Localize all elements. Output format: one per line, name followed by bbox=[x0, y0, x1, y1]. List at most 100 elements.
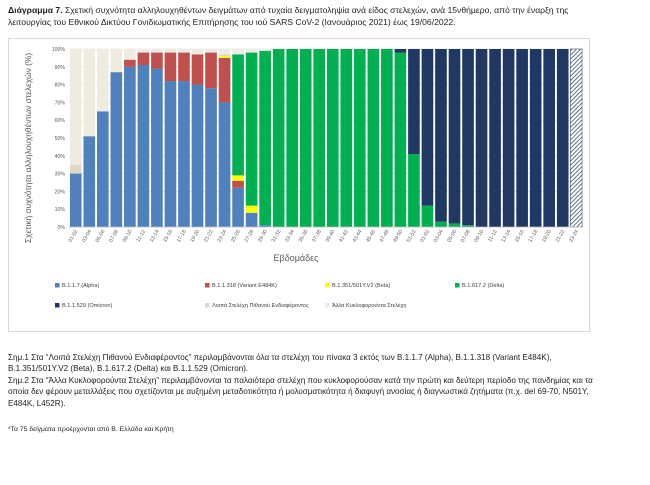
legend-swatch bbox=[55, 283, 60, 288]
bar-segment bbox=[259, 49, 271, 51]
y-axis-title: Σχετική συχνότητα αλληλουχηθέντων στελεχ… bbox=[23, 53, 33, 243]
bar-segment bbox=[475, 49, 488, 227]
legend-label: B.1.351/501Y.V2 (Beta) bbox=[332, 283, 390, 289]
bar-segment bbox=[191, 49, 204, 55]
bar-segment bbox=[502, 49, 515, 227]
x-axis-title: Εβδομάδες bbox=[274, 253, 320, 263]
y-tick-label: 80% bbox=[55, 83, 66, 89]
bar-segment bbox=[218, 49, 231, 55]
x-tick-label: 09-10 bbox=[122, 229, 134, 244]
legend-swatch bbox=[55, 303, 60, 308]
bar-segment bbox=[286, 49, 299, 227]
bar-segment bbox=[394, 49, 407, 53]
x-tick-label: 05-06 bbox=[446, 229, 458, 244]
bar-segment bbox=[448, 49, 461, 224]
note-1: Σημ.1 Στα “Λοιπά Στελέχη Πιθανού Ενδιαφέ… bbox=[8, 353, 552, 374]
x-tick-label: 21-22 bbox=[555, 229, 567, 244]
bar-segment bbox=[408, 49, 420, 155]
x-tick-label: 27-28 bbox=[244, 229, 256, 244]
bar-segment bbox=[232, 175, 244, 181]
x-tick-label: 13-14 bbox=[149, 229, 161, 244]
bar-segment bbox=[218, 57, 231, 103]
bar-segment bbox=[83, 136, 96, 227]
bar-segment bbox=[191, 54, 204, 85]
bar-segment bbox=[448, 223, 461, 227]
legend-swatch bbox=[455, 283, 460, 288]
x-tick-label: 03-04 bbox=[433, 229, 445, 244]
bar-segment bbox=[232, 54, 244, 176]
bar-segment bbox=[299, 49, 312, 227]
x-tick-label: 19-20 bbox=[541, 229, 553, 244]
x-tick-label: 07-08 bbox=[108, 229, 120, 244]
x-tick-label: 51-52 bbox=[406, 229, 418, 244]
bar-segment bbox=[259, 225, 271, 227]
x-tick-label: 19-20 bbox=[189, 229, 201, 244]
x-tick-label: 29-30 bbox=[257, 229, 269, 244]
note-2: Σημ.2 Στα “Άλλα Κυκλοφορούντα Στελέχη” π… bbox=[8, 375, 593, 408]
bar-segment bbox=[529, 49, 542, 227]
x-tick-label: 11-12 bbox=[135, 229, 147, 243]
y-tick-label: 10% bbox=[55, 207, 66, 213]
bar-segment bbox=[83, 49, 96, 137]
bar-segment bbox=[462, 225, 474, 227]
x-tick-label: 03-04 bbox=[81, 229, 93, 244]
bar-segment bbox=[245, 52, 258, 206]
bar-segment bbox=[137, 65, 150, 227]
bar-segment bbox=[124, 59, 136, 67]
bar-segment bbox=[218, 102, 231, 227]
bar-segment bbox=[232, 49, 244, 55]
bar-segment bbox=[326, 49, 339, 227]
legend-label: Λοιπά Στελέχη Πιθανού Ενδιαφέροντος bbox=[212, 302, 309, 309]
legend-label: Άλλα Κυκλοφορούντα Στελέχη bbox=[332, 302, 406, 309]
bar-segment bbox=[218, 54, 231, 57]
bar-segment bbox=[164, 52, 177, 82]
x-tick-label: 39-40 bbox=[325, 229, 337, 244]
chart-frame: 0% 10% 20% 30% 40% 50% 60% 70% 80% 90% 100% 01-02 03… bbox=[8, 38, 590, 332]
x-tick-label: 17-18 bbox=[528, 229, 540, 244]
legend-swatch bbox=[205, 283, 210, 288]
bar-segment bbox=[96, 111, 109, 227]
y-tick-label: 100% bbox=[52, 47, 66, 53]
bar-segment bbox=[245, 49, 258, 53]
figure-caption: Διάγραμμα 7. Σχετική συχνότητα αλληλουχη… bbox=[8, 5, 608, 28]
notes: Σημ.1 Στα “Λοιπά Στελέχη Πιθανού Ενδιαφέ… bbox=[8, 352, 598, 409]
bar-segment bbox=[394, 52, 407, 228]
x-tick-label: 11-12 bbox=[487, 229, 499, 243]
bar-segment bbox=[137, 52, 150, 66]
bar-segment bbox=[232, 180, 244, 188]
x-tick-label: 23-24 bbox=[568, 229, 580, 244]
x-tick-label: 09-10 bbox=[473, 229, 485, 244]
bar-segment bbox=[435, 49, 447, 222]
bar-segment bbox=[313, 49, 326, 227]
legend-swatch bbox=[325, 283, 330, 288]
x-tick-label: 07-08 bbox=[460, 229, 472, 244]
bar-segment bbox=[69, 164, 82, 174]
bar-segment bbox=[110, 49, 123, 73]
legend-label: B.1.1.7 (Alpha) bbox=[62, 283, 99, 289]
x-tick-label: 37-38 bbox=[311, 229, 323, 244]
bar-segment bbox=[516, 49, 528, 227]
bar-segment bbox=[164, 81, 177, 227]
bar-segment bbox=[151, 52, 163, 69]
bar-segment bbox=[137, 49, 150, 53]
footnote: *Τα 75 δείγματα προέρχονται από Β. Ελλάδ… bbox=[8, 426, 174, 433]
bar-segment bbox=[543, 49, 556, 227]
bar-segment bbox=[435, 221, 447, 227]
legend-label: B.1.1.529 (Omicron) bbox=[62, 303, 113, 309]
legend-swatch bbox=[325, 303, 330, 308]
y-tick-label: 60% bbox=[55, 118, 66, 124]
bar-segment bbox=[164, 49, 177, 53]
bar-segment bbox=[124, 49, 136, 60]
x-tick-label: 15-16 bbox=[162, 229, 174, 244]
bar-segment bbox=[421, 205, 434, 227]
bar-segment bbox=[408, 154, 420, 227]
legend-label: B.1.1.318 (Variant E484K) bbox=[212, 283, 277, 289]
bar-segment bbox=[272, 49, 285, 227]
bar-segment bbox=[178, 52, 190, 82]
bar-segment bbox=[69, 49, 82, 165]
x-tick-label: 47-48 bbox=[379, 229, 391, 244]
x-tick-label: 01-02 bbox=[68, 229, 80, 244]
bar-segment bbox=[245, 212, 258, 227]
bar-segment bbox=[381, 49, 393, 227]
x-tick-label: 01-02 bbox=[419, 229, 431, 244]
